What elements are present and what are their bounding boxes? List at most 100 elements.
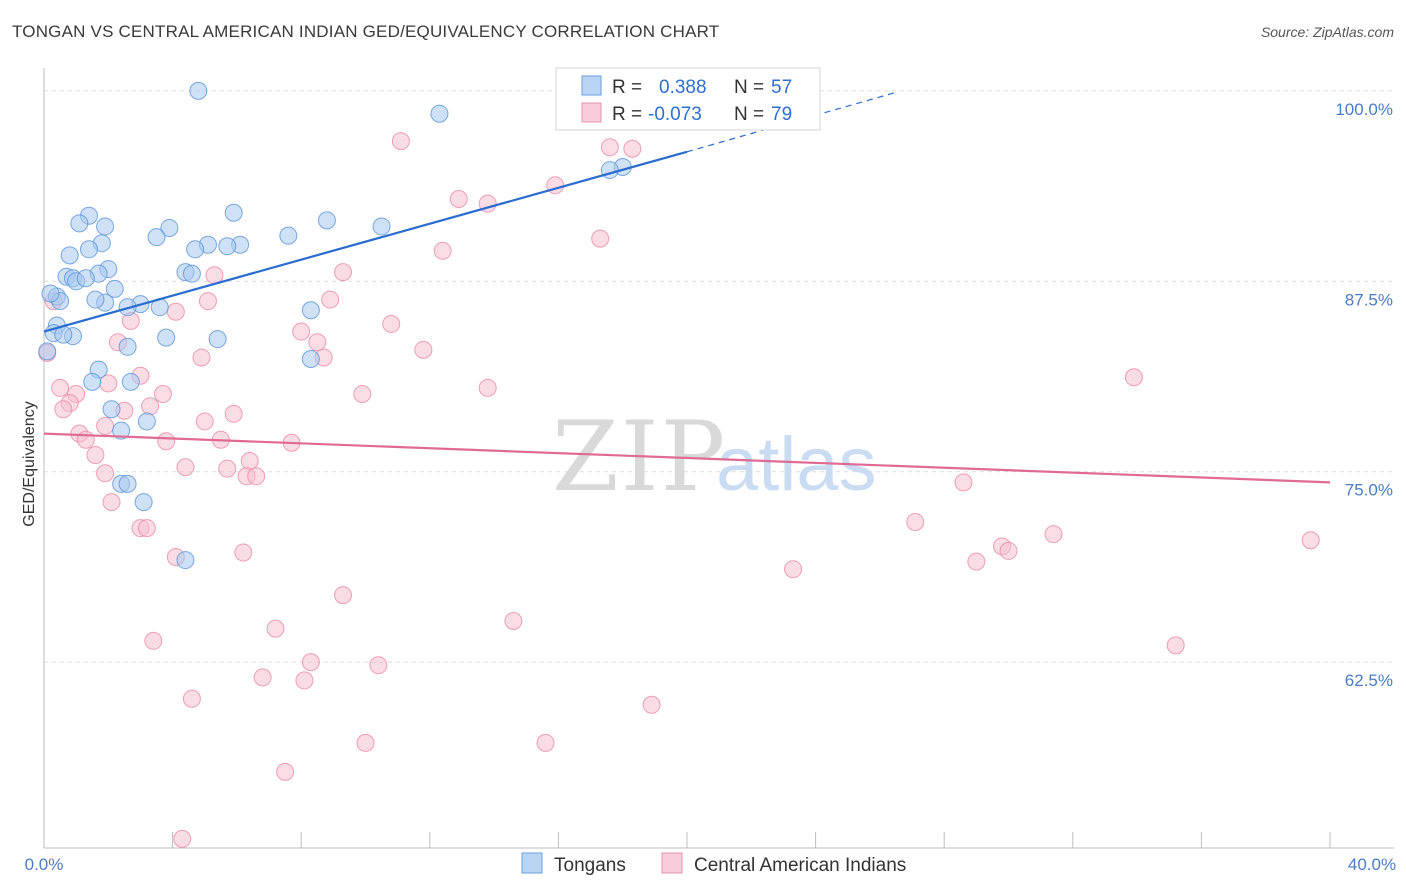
y-tick-label: 75.0%: [1345, 481, 1393, 500]
data-point-cai: [247, 467, 266, 486]
y-tick-label: 100.0%: [1335, 100, 1393, 119]
data-point-tongan: [186, 240, 205, 259]
y-tick-label: 87.5%: [1345, 290, 1393, 309]
data-point-tongan: [218, 237, 237, 256]
data-point-cai: [240, 452, 259, 471]
bottom-legend: Tongans Central American Indians: [521, 852, 906, 876]
x-tick-marks: [43, 832, 1331, 848]
data-point-cai: [321, 290, 340, 309]
data-point-cai: [642, 695, 661, 714]
data-point-cai: [999, 541, 1018, 560]
data-point-cai: [1166, 636, 1185, 655]
data-point-tongan: [118, 337, 137, 356]
data-point-cai: [182, 689, 201, 708]
x-tick-label-min: 0.0%: [25, 855, 64, 874]
data-point-cai: [333, 263, 352, 282]
source-label: Source: ZipAtlas.com: [1260, 24, 1394, 40]
data-point-tongan: [224, 203, 243, 222]
axes: [43, 68, 1394, 849]
data-point-tongan: [38, 342, 57, 361]
data-point-tongan: [112, 421, 131, 440]
data-point-cai: [141, 397, 160, 416]
data-point-cai: [234, 543, 253, 562]
data-point-cai: [600, 138, 619, 157]
data-point-cai: [157, 432, 176, 451]
data-point-cai: [353, 385, 372, 404]
data-point-cai: [967, 552, 986, 571]
legend-n-value-tongans: 57: [771, 77, 792, 98]
data-point-cai: [308, 333, 327, 352]
data-point-tongan: [86, 290, 105, 309]
data-point-cai: [198, 292, 217, 311]
data-point-cai: [301, 653, 320, 672]
data-point-cai: [51, 378, 70, 397]
data-point-tongan: [80, 240, 99, 259]
data-point-cai: [954, 473, 973, 492]
data-point-cai: [414, 340, 433, 359]
data-point-cai: [784, 560, 803, 579]
data-point-cai: [166, 302, 185, 321]
x-tick-label-max: 40.0%: [1348, 855, 1396, 874]
legend-r-value-cai: -0.073: [648, 104, 702, 125]
data-point-cai: [144, 631, 163, 650]
data-point-cai: [1124, 368, 1143, 387]
data-point-cai: [356, 733, 375, 752]
data-point-cai: [504, 612, 523, 631]
data-point-tongan: [134, 493, 153, 512]
series-central-american-indians: [38, 81, 1320, 848]
legend-swatch-tongans: [581, 75, 602, 96]
legend-n-value-cai: 79: [771, 104, 792, 125]
data-point-tongan: [176, 551, 195, 570]
bottom-legend-swatch-cai: [661, 852, 683, 874]
data-point-cai: [449, 190, 468, 209]
data-point-tongan: [137, 412, 156, 431]
data-point-cai: [86, 445, 105, 464]
legend-n-label-2: N =: [734, 104, 764, 125]
series-tongans: [38, 81, 632, 570]
data-point-tongan: [118, 474, 137, 493]
data-point-cai: [382, 314, 401, 333]
legend-r-label-2: R =: [612, 104, 642, 125]
data-point-cai: [1301, 531, 1320, 550]
data-point-tongan: [105, 279, 124, 298]
data-point-tongan: [157, 328, 176, 347]
data-point-tongan: [372, 217, 391, 236]
data-point-tongan: [147, 228, 166, 247]
data-point-tongan: [160, 218, 179, 237]
chart-title: TONGAN VS CENTRAL AMERICAN INDIAN GED/EQ…: [12, 22, 720, 41]
data-point-tongan: [102, 400, 121, 419]
data-point-cai: [218, 459, 237, 478]
data-point-cai: [433, 241, 452, 260]
data-point-cai: [137, 519, 156, 538]
grid-lines: [44, 90, 1394, 663]
data-point-cai: [224, 404, 243, 423]
data-point-cai: [192, 348, 211, 367]
data-point-cai: [591, 229, 610, 248]
data-point-cai: [906, 512, 925, 531]
data-point-tongan: [301, 349, 320, 368]
data-point-tongan: [76, 269, 95, 288]
trend-line-tongans-extension: [686, 91, 897, 153]
data-point-tongan: [208, 330, 227, 349]
data-point-cai: [176, 458, 195, 477]
bottom-legend-label-cai: Central American Indians: [694, 855, 906, 876]
y-axis-label: GED/Equivalency: [21, 401, 38, 526]
data-point-tongan: [70, 214, 89, 233]
data-point-tongan: [182, 264, 201, 283]
data-point-cai: [54, 400, 73, 419]
data-point-cai: [536, 733, 555, 752]
legend-swatch-cai: [581, 102, 602, 123]
data-point-tongan: [60, 246, 79, 265]
data-point-cai: [478, 378, 497, 397]
top-legend: R = 0.388 N = 57 R = -0.073 N = 79: [555, 67, 821, 131]
data-point-cai: [391, 132, 410, 151]
data-point-cai: [173, 829, 192, 848]
data-point-cai: [295, 671, 314, 690]
legend-r-value-tongans: 0.388: [659, 77, 707, 98]
data-point-tongan: [96, 217, 115, 236]
data-point-cai: [369, 656, 388, 675]
data-point-cai: [1044, 525, 1063, 544]
trend-lines: [43, 91, 1331, 484]
data-point-cai: [96, 417, 115, 436]
